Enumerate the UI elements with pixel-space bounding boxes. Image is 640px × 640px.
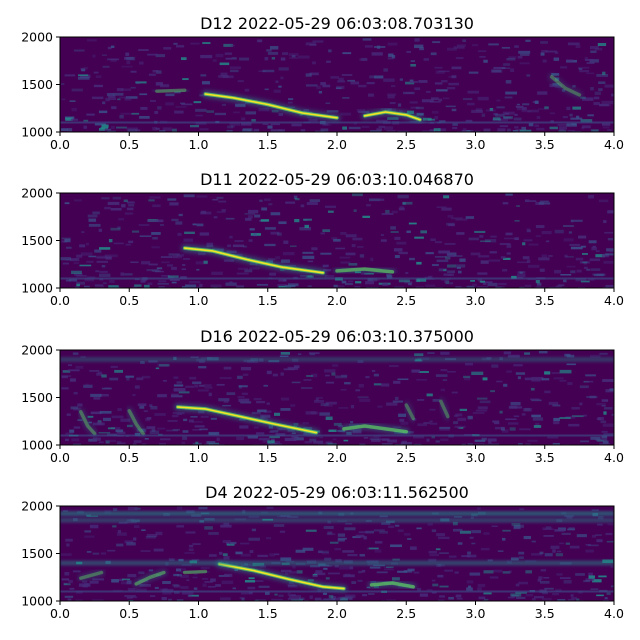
y-tick-label: 1000 [21,281,53,296]
x-tick-label: 0.0 [50,450,70,465]
x-tick-label: 4.0 [604,450,624,465]
x-tick-label: 2.5 [396,293,416,308]
y-tick-label: 2000 [21,186,53,201]
panel-2: D11 2022-05-29 06:03:10.046870 0.0 0.5 1.0 1… [21,170,624,308]
panel-3: D16 2022-05-29 06:03:10.375000 0.0 0.5 1.0 1… [21,327,624,465]
sweep-1 [215,560,348,593]
x-tick-label: 4.0 [604,293,624,308]
sweep-2 [361,108,424,124]
spectrogram-plot-area [60,193,614,288]
y-tick-label: 1000 [21,438,53,453]
frequency-band [60,511,614,517]
x-tick-label: 2.5 [396,137,416,152]
x-tick-label: 3.5 [535,450,555,465]
chart-title: D12 2022-05-29 06:03:08.703130 [200,14,474,33]
x-tick-label: 0.5 [119,137,139,152]
x-tick-label: 1.0 [189,450,209,465]
panel-4: D4 2022-05-29 06:03:11.562500 0.0 0.5 1.0 1.… [21,483,624,621]
sweep-5 [77,569,105,582]
sweep-1 [181,244,327,277]
chart-title: D11 2022-05-29 06:03:10.046870 [200,170,474,189]
frequency-band [60,517,614,523]
x-tick-label: 3.0 [466,137,486,152]
frequency-band [60,560,614,566]
sweep-1 [201,90,341,122]
frequency-band [60,357,614,362]
x-tick-label: 0.5 [119,293,139,308]
y-tick-label: 1500 [21,77,53,92]
y-tick-label: 1000 [21,125,53,140]
sweep-1 [174,403,320,437]
sweep-2 [340,422,410,436]
spectrogram-plot-area [60,506,614,601]
x-tick-label: 2.0 [327,450,347,465]
x-tick-label: 3.0 [466,450,486,465]
x-tick-label: 1.5 [258,606,278,621]
x-tick-label: 1.5 [258,137,278,152]
sweep-4 [181,568,209,576]
x-tick-label: 0.0 [50,293,70,308]
sweep-3 [153,86,189,95]
x-tick-label: 0.5 [119,450,139,465]
y-tick-label: 1500 [21,390,53,405]
x-tick-label: 1.0 [189,606,209,621]
sweep-4 [548,73,583,99]
sweep-3 [132,569,168,588]
x-tick-label: 2.0 [327,137,347,152]
x-tick-label: 0.0 [50,137,70,152]
x-tick-label: 3.0 [466,293,486,308]
y-tick-label: 1000 [21,594,53,609]
x-tick-label: 3.5 [535,293,555,308]
x-tick-label: 3.0 [466,606,486,621]
chart-title: D16 2022-05-29 06:03:10.375000 [200,327,474,346]
panel-1: D12 2022-05-29 06:03:08.703130 0.0 0.5 1.0 1… [21,14,624,152]
y-tick-label: 2000 [21,499,53,514]
x-tick-label: 2.0 [327,293,347,308]
x-tick-label: 1.5 [258,293,278,308]
spectrogram-plot-area [60,350,614,445]
x-tick-label: 0.5 [119,606,139,621]
chart-title: D4 2022-05-29 06:03:11.562500 [205,483,469,502]
spectrogram-plot-area [60,37,614,132]
sweep-2 [333,265,396,276]
x-tick-label: 3.5 [535,137,555,152]
x-tick-label: 3.5 [535,606,555,621]
x-tick-label: 2.5 [396,606,416,621]
y-tick-label: 1500 [21,233,53,248]
y-tick-label: 1500 [21,546,53,561]
x-tick-label: 2.5 [396,450,416,465]
sweep-2 [368,579,417,591]
sweep-4 [125,407,147,438]
sweep-3 [77,408,99,438]
x-tick-label: 1.0 [189,293,209,308]
x-tick-label: 1.0 [189,137,209,152]
sweep-6 [437,397,452,420]
y-tick-label: 2000 [21,30,53,45]
noise-texture [60,193,614,288]
noise-texture [61,38,614,132]
y-tick-label: 2000 [21,343,53,358]
x-tick-label: 4.0 [604,606,624,621]
x-tick-label: 4.0 [604,137,624,152]
sweep-5 [402,401,417,422]
x-tick-label: 1.5 [258,450,278,465]
x-tick-label: 0.0 [50,606,70,621]
x-tick-label: 2.0 [327,606,347,621]
